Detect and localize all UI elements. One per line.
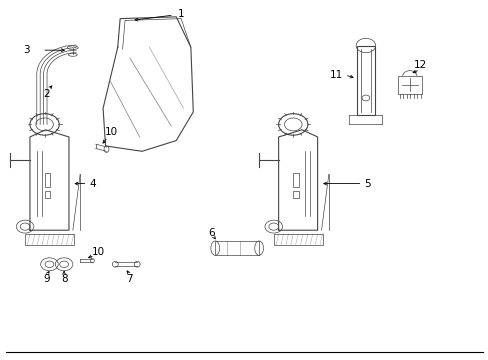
Text: 9: 9 (43, 274, 50, 284)
Bar (44, 173, 50, 187)
Text: 6: 6 (207, 228, 214, 238)
Bar (397, 76, 421, 94)
Bar (293, 192, 299, 198)
Text: 11: 11 (329, 70, 343, 80)
Text: 2: 2 (43, 89, 50, 99)
Bar (44, 192, 50, 198)
Bar (215, 241, 259, 255)
Text: 3: 3 (23, 45, 30, 55)
Text: 12: 12 (412, 60, 426, 70)
Text: 10: 10 (105, 127, 118, 136)
Bar (25, 234, 74, 244)
Text: 5: 5 (363, 179, 370, 189)
Text: 4: 4 (89, 179, 96, 189)
Text: 8: 8 (61, 274, 67, 284)
Bar (356, 45, 374, 116)
Bar (273, 234, 322, 244)
Text: 7: 7 (126, 274, 133, 284)
Text: 10: 10 (91, 247, 104, 257)
Text: 1: 1 (178, 9, 184, 19)
Bar (293, 173, 299, 187)
